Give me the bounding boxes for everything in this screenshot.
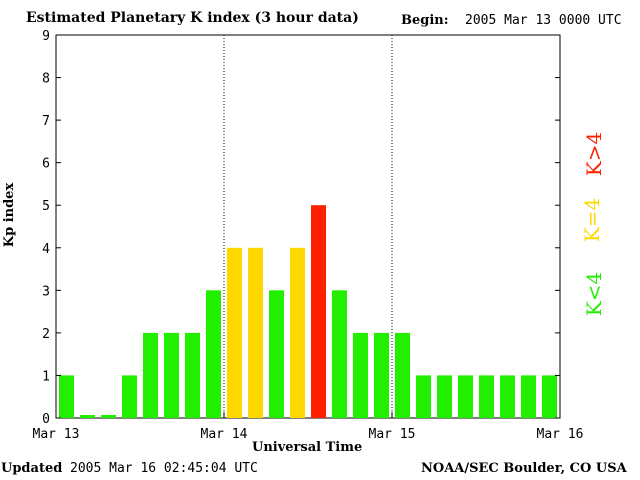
- legend-k-equals-4: K=4: [580, 197, 605, 243]
- kp-bar: [395, 332, 410, 418]
- y-tick-label: 5: [42, 199, 50, 214]
- kp-bar: [311, 205, 326, 418]
- kp-bar: [290, 247, 305, 418]
- y-tick-label: 6: [42, 157, 50, 172]
- chart-title: Estimated Planetary K index (3 hour data…: [26, 10, 359, 26]
- kp-bar: [542, 375, 557, 418]
- kp-bar: [374, 332, 389, 418]
- kp-bar: [227, 247, 242, 418]
- legend-k-below-4: K<4: [582, 271, 607, 317]
- y-tick-label: 7: [42, 114, 50, 129]
- y-axis-label: Kp index: [2, 182, 17, 248]
- kp-bar: [521, 375, 536, 418]
- y-tick-label: 2: [42, 327, 50, 342]
- kp-bar: [122, 375, 137, 418]
- y-tick-label: 3: [42, 284, 50, 299]
- kp-bar: [416, 375, 431, 418]
- kp-bar: [59, 375, 74, 418]
- x-axis: Mar 13 Mar 14 Mar 15 Mar 16: [33, 412, 584, 442]
- y-tick-label: 1: [42, 369, 50, 384]
- legend-k-above-4: K>4: [582, 131, 607, 177]
- kp-bar: [185, 332, 200, 418]
- kp-bar: [206, 290, 221, 418]
- x-tick-label: Mar 15: [369, 427, 416, 442]
- bars-group: [59, 205, 557, 418]
- begin-value: 2005 Mar 13 0000 UTC: [465, 13, 622, 28]
- kp-bar: [164, 332, 179, 418]
- y-tick-label: 9: [42, 29, 50, 44]
- kp-bar: [479, 375, 494, 418]
- x-tick-label: Mar 13: [33, 427, 80, 442]
- kp-bar: [269, 290, 284, 418]
- x-axis-label: Universal Time: [252, 440, 363, 455]
- updated-label: Updated: [1, 461, 63, 476]
- x-tick-label: Mar 14: [201, 427, 248, 442]
- kp-bar: [500, 375, 515, 418]
- kp-bar: [458, 375, 473, 418]
- y-tick-label: 0: [42, 412, 50, 427]
- y-tick-label: 4: [42, 242, 50, 257]
- plot-border: [55, 34, 561, 419]
- kp-bar: [80, 415, 95, 418]
- updated-value: 2005 Mar 16 02:45:04 UTC: [70, 461, 258, 476]
- kp-bar: [143, 332, 158, 418]
- kp-bar: [248, 247, 263, 418]
- begin-label: Begin:: [401, 13, 449, 28]
- organization-label: NOAA/SEC Boulder, CO USA: [421, 461, 627, 476]
- kp-bar: [101, 415, 116, 418]
- kp-bar: [332, 290, 347, 418]
- kp-bar: [437, 375, 452, 418]
- y-tick-label: 8: [42, 72, 50, 87]
- x-tick-label: Mar 16: [537, 427, 584, 442]
- y-axis: 0 1 2 3 4 5 6 7 8 9: [42, 29, 560, 427]
- plot-frame: [55, 34, 561, 419]
- kp-bar: [353, 332, 368, 418]
